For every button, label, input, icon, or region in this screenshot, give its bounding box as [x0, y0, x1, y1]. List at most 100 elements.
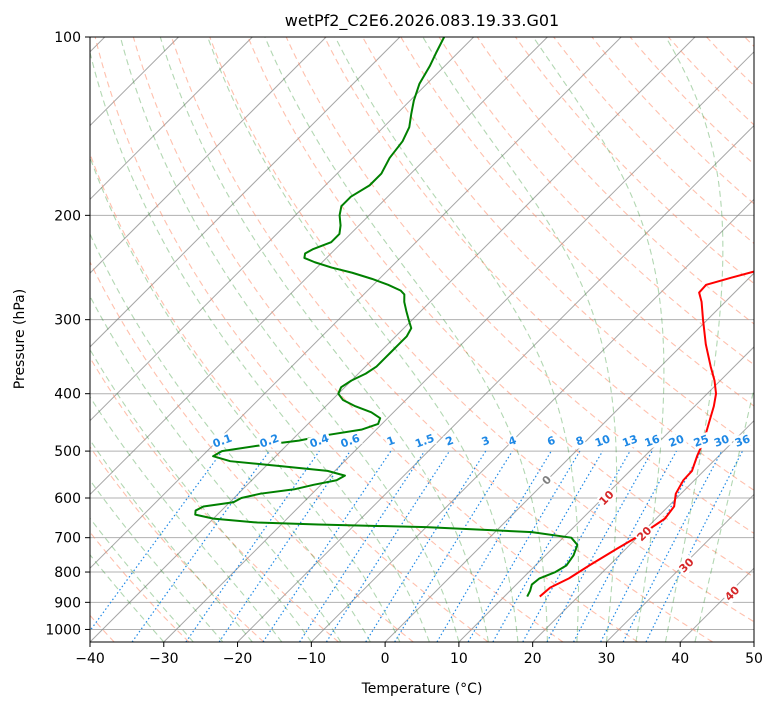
y-tick-label: 100 — [54, 30, 81, 46]
svg-text:20: 20 — [667, 432, 686, 450]
mixing-ratio-line — [185, 450, 320, 642]
svg-text:3: 3 — [480, 434, 492, 449]
dry-adiabat-line — [515, 37, 754, 285]
mixing-ratio-label: 1 — [384, 433, 398, 449]
moist-adiabat-line — [119, 37, 460, 642]
y-tick-label: 600 — [54, 491, 81, 507]
dry-adiabat-line — [94, 37, 564, 642]
moist-adiabat-line — [90, 439, 253, 642]
dry-adiabat-line — [323, 37, 754, 491]
dry-adiabat-line — [132, 37, 639, 642]
svg-text:0.6: 0.6 — [339, 432, 362, 451]
isotherm-line — [90, 37, 548, 496]
x-tick-label: 30 — [598, 651, 616, 667]
moist-adiabat-line — [90, 395, 283, 642]
dry-adiabat-line — [90, 260, 414, 642]
plot-frame — [89, 36, 755, 643]
mixing-ratio-label: 20 — [666, 431, 688, 451]
dry-adiabat-line — [90, 356, 339, 642]
svg-text:0.2: 0.2 — [258, 432, 281, 451]
moist-adiabat-line — [694, 386, 754, 642]
mixing-ratio-label: 1.5 — [412, 431, 438, 451]
y-tick-label: 200 — [54, 208, 81, 224]
mixing-ratio-line — [218, 450, 351, 642]
mixing-ratio-label: 2 — [442, 433, 457, 449]
chart-title: wetPf2_C2E6.2026.083.19.33.G01 — [285, 11, 559, 31]
dry-adiabat-line — [438, 37, 754, 366]
isotherm-line — [90, 37, 253, 201]
x-tick-label: 20 — [524, 651, 542, 667]
mixing-ratio-label: 13 — [619, 432, 641, 451]
mixing-ratio-line — [573, 450, 677, 642]
mixing-ratio-label: 10 — [592, 431, 614, 451]
dry-adiabat-line — [476, 37, 754, 325]
mixing-ratio-line — [325, 450, 450, 642]
mixing-ratio-line — [90, 450, 223, 632]
moist-adiabat-line — [90, 348, 312, 642]
dewpoint-profile — [194, 37, 579, 598]
moist-adiabat-line — [532, 37, 665, 642]
x-tick-label: 40 — [671, 651, 689, 667]
mixing-ratio-label: 8 — [573, 433, 587, 449]
reference-line-labels: -100-90-80-70-60-50-40-30-20-10010203040… — [209, 431, 754, 605]
y-tick-label: 700 — [54, 531, 81, 547]
y-tick-label: 1000 — [45, 622, 81, 638]
y-tick-label: 300 — [54, 313, 81, 329]
svg-text:16: 16 — [643, 432, 662, 450]
dry-adiabat-line — [247, 37, 754, 578]
dry-adiabat-line — [171, 37, 713, 642]
isotherm-line — [458, 346, 754, 642]
mixing-ratio-lines — [90, 450, 744, 642]
moist-adiabat-line — [90, 517, 194, 642]
y-tick-label: 900 — [54, 595, 81, 611]
svg-text:36: 36 — [733, 432, 752, 450]
isotherm-line — [90, 37, 475, 422]
mixing-ratio-label: 0.2 — [256, 431, 282, 451]
moist-adiabat-line — [422, 37, 618, 642]
moist-adiabat-line — [90, 50, 430, 642]
dry-adiabat-line — [90, 445, 265, 642]
isotherm-line — [384, 272, 754, 642]
svg-text:0.1: 0.1 — [211, 432, 234, 451]
mixing-ratio-label: 0.4 — [306, 431, 332, 451]
moist-adiabat-line — [159, 37, 489, 642]
mixing-ratio-label: 0.6 — [337, 431, 363, 451]
y-tick-label: 800 — [54, 565, 81, 581]
y-axis-label: Pressure (hPa) — [12, 289, 28, 389]
moist-adiabat-line — [90, 479, 224, 642]
moist-adiabat-line — [264, 37, 548, 642]
mixing-ratio-label: 25 — [690, 432, 712, 451]
svg-text:6: 6 — [545, 434, 557, 449]
dry-adiabat-line — [285, 37, 754, 535]
x-tick-label: −20 — [223, 651, 253, 667]
mixing-ratio-line — [546, 450, 653, 642]
axes: −40 −30 −20 −10 0 10 20 30 40 50 1000 900 800 700 600 5… — [45, 30, 763, 667]
temperature-profile — [539, 270, 754, 598]
moist-adiabat-line — [90, 232, 371, 642]
mixing-ratio-line — [299, 450, 426, 642]
svg-text:25: 25 — [692, 432, 711, 449]
mixing-ratio-label: 30 — [711, 431, 733, 451]
svg-text:10: 10 — [593, 432, 612, 450]
svg-text:1: 1 — [385, 434, 397, 449]
mixing-ratio-line — [645, 450, 744, 642]
grid-layer — [90, 37, 754, 642]
mixing-ratio-label: 16 — [641, 431, 663, 451]
mixing-ratio-label: 36 — [732, 431, 754, 451]
mixing-ratio-label: 3 — [478, 433, 493, 449]
mixing-ratio-label: 4 — [505, 433, 520, 449]
y-tick-label: 400 — [54, 387, 81, 403]
mixing-ratio-line — [262, 450, 392, 642]
dry-adiabat-line — [209, 37, 754, 623]
profile-series — [194, 37, 754, 598]
x-tick-label: 0 — [381, 651, 390, 667]
isotherm-line — [532, 419, 754, 642]
dry-adiabats — [90, 37, 754, 642]
x-axis-label: Temperature (°C) — [361, 681, 483, 697]
mixing-ratio-label: 6 — [544, 433, 559, 449]
mixing-ratio-line — [131, 450, 270, 642]
x-tick-label: 10 — [450, 651, 468, 667]
y-tick-label: 500 — [54, 444, 81, 460]
